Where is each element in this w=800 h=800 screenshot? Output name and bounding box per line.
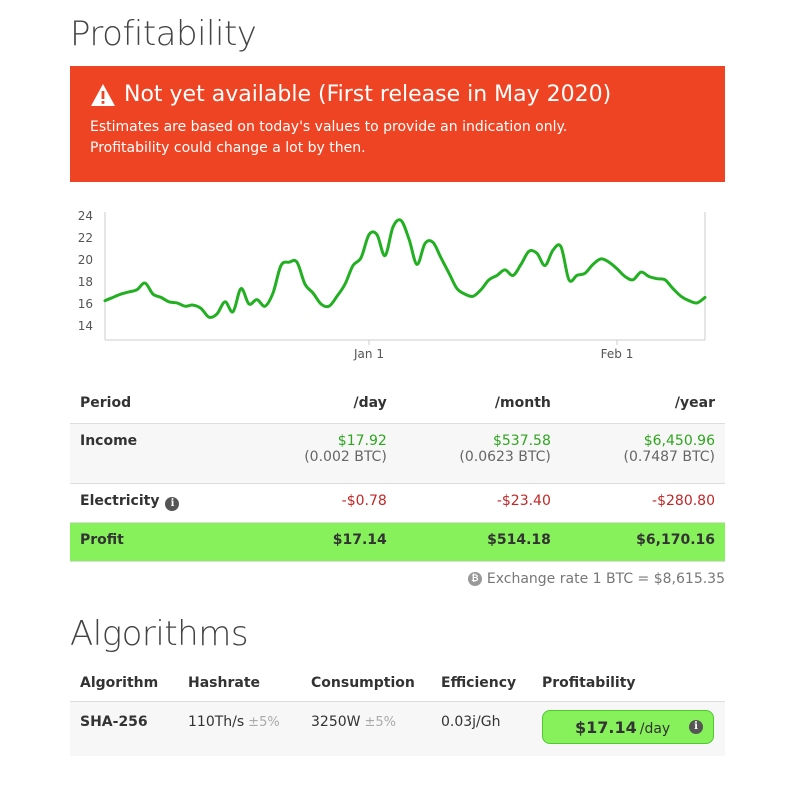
alert-text-line2: Profitability could change a lot by then… bbox=[90, 140, 366, 156]
table-header-row: Period /day /month /year bbox=[70, 383, 725, 424]
profitability-pill[interactable]: $17.14/day i bbox=[542, 710, 714, 744]
consumption-tolerance: ±5% bbox=[364, 715, 397, 730]
y-tick-label: 22 bbox=[78, 231, 93, 245]
profitability-table: Period /day /month /year Income $17.92 (… bbox=[70, 383, 725, 562]
header-consumption: Consumption bbox=[301, 665, 431, 702]
hashrate-value: 110Th/s bbox=[188, 714, 245, 730]
profit-month: $514.18 bbox=[396, 522, 561, 562]
pill-profit-value: $17.14 bbox=[575, 717, 637, 737]
algorithms-title: Algorithms bbox=[70, 614, 249, 654]
income-day: $17.92 bbox=[337, 433, 387, 449]
profit-label: Profit bbox=[70, 522, 246, 562]
exchange-rate: ₿ Exchange rate 1 BTC = $8,615.35 bbox=[467, 571, 725, 587]
header-efficiency: Efficiency bbox=[431, 665, 532, 702]
hashrate-tolerance: ±5% bbox=[248, 715, 280, 730]
algorithm-name: SHA-256 bbox=[70, 701, 178, 756]
electricity-row: Electricity i -$0.78 -$23.40 -$280.80 bbox=[70, 483, 725, 523]
y-tick-label: 16 bbox=[78, 297, 93, 311]
income-day-btc: (0.002 BTC) bbox=[304, 449, 387, 465]
efficiency-value: 0.03j/Gh bbox=[431, 701, 532, 756]
electricity-day: -$0.78 bbox=[245, 483, 397, 523]
header-day: /day bbox=[245, 383, 397, 424]
algo-header-row: Algorithm Hashrate Consumption Efficienc… bbox=[70, 665, 725, 702]
income-month: $537.58 bbox=[492, 433, 551, 449]
header-year: /year bbox=[560, 383, 725, 424]
y-tick-label: 14 bbox=[78, 319, 93, 333]
page-title: Profitability bbox=[70, 14, 257, 54]
header-profitability: Profitability bbox=[532, 665, 725, 702]
y-tick-label: 18 bbox=[78, 275, 93, 289]
alert-text-line1: Estimates are based on today's values to… bbox=[90, 119, 568, 135]
alert-title: Not yet available (First release in May … bbox=[124, 82, 612, 107]
income-label: Income bbox=[70, 423, 246, 484]
bitcoin-icon: ₿ bbox=[467, 572, 482, 586]
y-tick-label: 20 bbox=[78, 253, 93, 267]
info-icon[interactable]: i bbox=[689, 720, 703, 734]
header-period: Period bbox=[70, 383, 246, 424]
algorithms-table: Algorithm Hashrate Consumption Efficienc… bbox=[70, 665, 725, 756]
header-month: /month bbox=[396, 383, 561, 424]
income-year-btc: (0.7487 BTC) bbox=[623, 449, 715, 465]
exchange-rate-text: Exchange rate 1 BTC = $8,615.35 bbox=[486, 571, 725, 587]
header-algorithm: Algorithm bbox=[70, 665, 178, 702]
warning-triangle-icon bbox=[91, 83, 115, 106]
profit-year: $6,170.16 bbox=[560, 522, 725, 562]
pill-profit-unit: /day bbox=[639, 720, 671, 737]
electricity-label: Electricity bbox=[80, 493, 160, 509]
table-row: SHA-256 110Th/s ±5% 3250W ±5% 0.03j/Gh $17… bbox=[70, 701, 725, 756]
profit-row: Profit $17.14 $514.18 $6,170.16 bbox=[70, 522, 725, 562]
x-tick-label: Jan 1 bbox=[353, 347, 384, 361]
availability-alert: Not yet available (First release in May … bbox=[70, 66, 725, 182]
electricity-year: -$280.80 bbox=[560, 483, 725, 523]
income-year: $6,450.96 bbox=[643, 433, 715, 449]
y-tick-label: 24 bbox=[78, 209, 93, 223]
income-row: Income $17.92 (0.002 BTC) $537.58 (0.062… bbox=[70, 423, 725, 484]
consumption-value: 3250W bbox=[311, 714, 361, 730]
profit-day: $17.14 bbox=[245, 522, 397, 562]
income-month-btc: (0.0623 BTC) bbox=[459, 449, 551, 465]
info-icon[interactable]: i bbox=[165, 497, 180, 511]
profitability-series-line bbox=[103, 218, 707, 319]
header-hashrate: Hashrate bbox=[178, 665, 301, 702]
electricity-month: -$23.40 bbox=[396, 483, 561, 523]
x-tick-label: Feb 1 bbox=[601, 347, 634, 361]
